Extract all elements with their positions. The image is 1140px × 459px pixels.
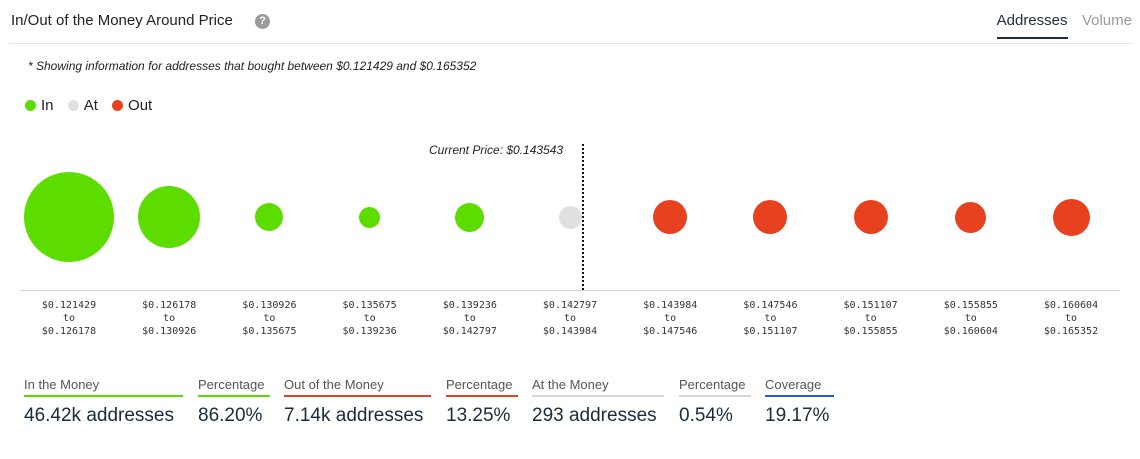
legend-item-out[interactable]: Out [112, 97, 152, 114]
current-price-line [582, 144, 584, 290]
tick-label-to: to [864, 313, 877, 324]
stat-at-the-money: At the Money 293 addresses [532, 377, 664, 427]
bubble-in[interactable] [359, 206, 381, 228]
view-tabs: Addresses Volume [987, 12, 1132, 42]
bubble-in[interactable] [455, 202, 485, 232]
chart-axis-line [20, 290, 1120, 291]
tick-label: $0.139236 to $0.142797 [425, 299, 515, 338]
bubble-out[interactable] [653, 200, 688, 234]
stat-value: 293 addresses [532, 405, 657, 426]
legend-item-at[interactable]: At [67, 97, 98, 114]
range-note: * Showing information for addresses that… [28, 59, 477, 73]
legend-label-at: At [83, 97, 98, 114]
help-icon[interactable]: ? [255, 14, 270, 29]
stat-value: 13.25% [446, 405, 511, 426]
stat-value: 86.20% [198, 405, 263, 426]
legend-item-in[interactable]: In [25, 97, 54, 114]
legend-dot-in-icon [25, 100, 36, 111]
stat-value: 46.42k addresses [24, 405, 174, 426]
tick-label-to: to [263, 313, 276, 324]
bubble-out[interactable] [955, 201, 987, 233]
tick-label-to: to [62, 313, 76, 324]
tick-label-to: to [363, 313, 376, 324]
widget-title: In/Out of the Money Around Price [11, 12, 233, 29]
bubble-in[interactable] [138, 186, 201, 248]
stat-coverage: Coverage 19.17% [765, 377, 834, 427]
tick-label-to: to [664, 313, 677, 324]
stat-label: Coverage [765, 377, 834, 397]
stat-value: 7.14k addresses [284, 405, 424, 426]
stat-label: Percentage [446, 377, 518, 397]
tab-addresses[interactable]: Addresses [996, 12, 1068, 39]
current-price-label: Current Price: $0.143543 [429, 143, 564, 157]
tick-label: $0.143984 to $0.147546 [625, 299, 715, 338]
legend-label-in: In [41, 97, 54, 114]
stat-label: Out of the Money [284, 377, 431, 397]
tick-label-low: $0.139236 [442, 300, 497, 311]
stat-percentage: Percentage 13.25% [446, 377, 518, 427]
tick-label-high: $0.135675 [242, 326, 297, 337]
bubble-out[interactable] [1052, 198, 1090, 236]
tick-label-to: to [563, 313, 577, 324]
bubble-at[interactable] [558, 205, 582, 229]
bubble-out[interactable] [753, 200, 788, 234]
tick-label-low: $0.151107 [843, 300, 898, 311]
stat-percentage: Percentage 86.20% [198, 377, 270, 427]
tab-volume[interactable]: Volume [1081, 12, 1132, 29]
tick-label: $0.121429 to $0.126178 [24, 299, 114, 338]
bubble-in[interactable] [255, 203, 284, 231]
chart-legend: In At Out [25, 97, 162, 114]
stat-out-of-the-money: Out of the Money 7.14k addresses [284, 377, 431, 427]
tick-label-high: $0.151107 [743, 326, 798, 337]
stat-label: In the Money [24, 377, 183, 397]
tick-label: $0.160604 to $0.165352 [1026, 299, 1116, 338]
tick-label-to: to [964, 313, 977, 324]
tick-label-high: $0.126178 [41, 326, 97, 337]
tick-label-high: $0.143984 [542, 326, 598, 337]
tick-label: $0.130926 to $0.135675 [224, 299, 314, 338]
tick-label-high: $0.165352 [1043, 326, 1099, 337]
stat-label: Percentage [198, 377, 270, 397]
tick-label-low: $0.142797 [542, 300, 598, 311]
tick-label-low: $0.130926 [242, 300, 297, 311]
tick-label-low: $0.121429 [41, 300, 97, 311]
tick-label-low: $0.135675 [342, 300, 397, 311]
tick-label-low: $0.126178 [142, 300, 197, 311]
tick-label-low: $0.160604 [1043, 300, 1099, 311]
bubble-in[interactable] [24, 172, 114, 262]
stat-in-the-money: In the Money 46.42k addresses [24, 377, 183, 427]
tick-label-to: to [463, 313, 476, 324]
bubble-out[interactable] [853, 200, 888, 234]
legend-dot-at-icon [67, 100, 79, 111]
tick-label: $0.147546 to $0.151107 [725, 299, 815, 338]
tick-label: $0.126178 to $0.130926 [124, 299, 214, 338]
tick-label-high: $0.142797 [442, 326, 497, 337]
tick-label-high: $0.160604 [943, 326, 998, 337]
legend-dot-out-icon [112, 100, 124, 111]
tick-label-high: $0.147546 [643, 326, 698, 337]
stat-value: 19.17% [765, 405, 830, 426]
tick-label: $0.155855 to $0.160604 [926, 299, 1016, 338]
tick-label-low: $0.155855 [943, 300, 998, 311]
tick-label-high: $0.130926 [142, 326, 197, 337]
widget-header: In/Out of the Money Around Price ? Addre… [0, 0, 1140, 44]
tick-label-to: to [1064, 313, 1078, 324]
tick-label: $0.142797 to $0.143984 [525, 299, 615, 338]
tick-label: $0.151107 to $0.155855 [826, 299, 916, 338]
stat-label: Percentage [679, 377, 751, 397]
header-divider [9, 43, 1132, 44]
tick-label-low: $0.143984 [643, 300, 698, 311]
legend-label-out: Out [128, 97, 153, 114]
tick-label-low: $0.147546 [743, 300, 798, 311]
tick-label-high: $0.139236 [342, 326, 397, 337]
tick-label-to: to [764, 313, 777, 324]
tick-label-to: to [163, 313, 176, 324]
stat-label: At the Money [532, 377, 664, 397]
tick-label-high: $0.155855 [843, 326, 898, 337]
stat-value: 0.54% [679, 405, 733, 426]
tick-label: $0.135675 to $0.139236 [325, 299, 415, 338]
stat-percentage: Percentage 0.54% [679, 377, 751, 427]
